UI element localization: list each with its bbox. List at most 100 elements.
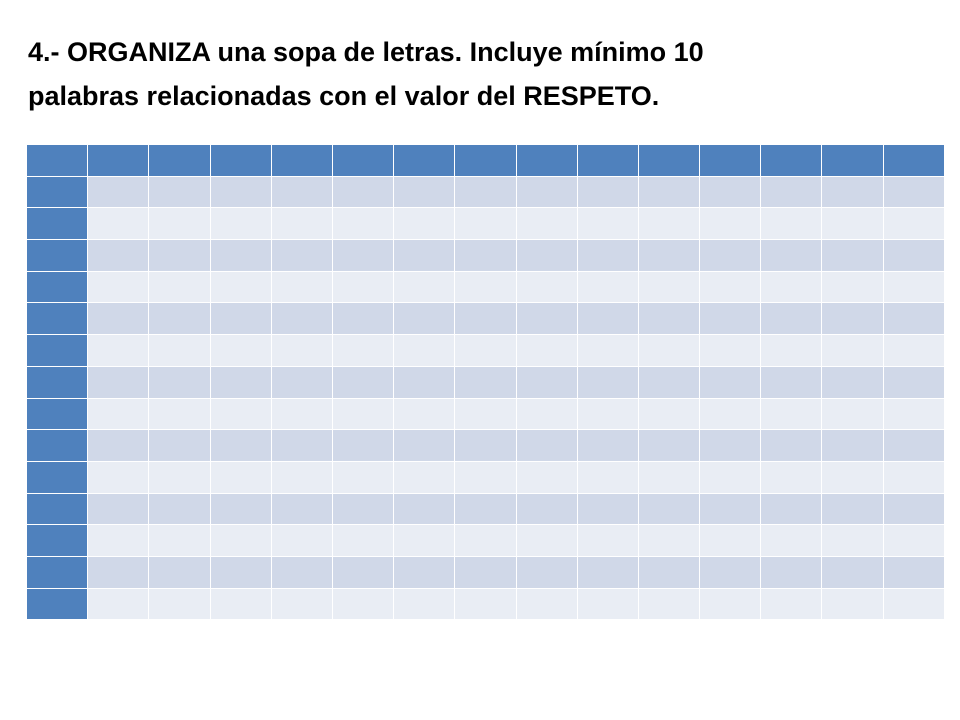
grid-cell [637, 429, 701, 462]
grid-cell [882, 460, 945, 494]
grid-row [25, 492, 945, 526]
grid-header-cell [882, 144, 945, 177]
grid-cell [270, 429, 333, 462]
grid-cell [87, 175, 150, 209]
grid-cell [209, 270, 272, 304]
grid-cell [393, 207, 456, 241]
grid-cell [576, 492, 639, 526]
grid-cell [821, 587, 884, 621]
grid-cell [699, 587, 762, 621]
grid-cell [576, 365, 639, 399]
grid-row-header-cell [25, 524, 89, 557]
grid-cell [209, 175, 272, 209]
slide-title: 4.- ORGANIZA una sopa de letras. Incluye… [28, 30, 928, 118]
grid-cell [331, 239, 395, 272]
grid-header-cell [637, 144, 701, 177]
grid-cell [637, 365, 701, 399]
grid-cell [699, 207, 762, 241]
grid-cell [148, 365, 211, 399]
grid-cell [148, 302, 211, 336]
grid-cell [637, 175, 701, 209]
grid-cell [209, 365, 272, 399]
grid-cell [821, 334, 884, 367]
grid-cell [148, 334, 211, 367]
word-search-grid [25, 144, 945, 621]
grid-cell [331, 175, 395, 209]
grid-cell [882, 365, 945, 399]
grid-cell [760, 492, 823, 526]
grid-cell [393, 175, 456, 209]
grid-cell [209, 397, 272, 431]
grid-row [25, 239, 945, 272]
grid-cell [760, 239, 823, 272]
grid-cell [821, 207, 884, 241]
grid-cell [454, 460, 517, 494]
grid-cell [637, 524, 701, 557]
grid-cell [331, 207, 395, 241]
grid-cell [270, 492, 333, 526]
grid-cell [270, 524, 333, 557]
grid-cell [209, 555, 272, 589]
grid-row-header-cell [25, 460, 89, 494]
grid-cell [331, 587, 395, 621]
grid-cell [515, 207, 578, 241]
grid-cell [148, 492, 211, 526]
grid-cell [699, 270, 762, 304]
grid-cell [515, 270, 578, 304]
grid-cell [148, 460, 211, 494]
grid-row [25, 302, 945, 336]
grid-cell [882, 524, 945, 557]
grid-header-cell [393, 144, 456, 177]
grid-cell [515, 175, 578, 209]
grid-cell [699, 524, 762, 557]
grid-cell [331, 397, 395, 431]
grid-header-cell [515, 144, 578, 177]
grid-cell [454, 175, 517, 209]
grid-header-cell [699, 144, 762, 177]
grid-cell [637, 207, 701, 241]
title-line-1: 4.- ORGANIZA una sopa de letras. Incluye… [28, 37, 704, 67]
grid-cell [699, 460, 762, 494]
grid-cell [393, 239, 456, 272]
grid-cell [393, 397, 456, 431]
grid-header-cell [87, 144, 150, 177]
grid-cell [331, 460, 395, 494]
grid-cell [699, 492, 762, 526]
grid-cell [393, 365, 456, 399]
grid-cell [699, 429, 762, 462]
grid-cell [331, 270, 395, 304]
grid-cell [576, 429, 639, 462]
grid-cell [882, 239, 945, 272]
grid-cell [209, 207, 272, 241]
grid-cell [87, 207, 150, 241]
grid-cell [821, 555, 884, 589]
grid-cell [87, 555, 150, 589]
grid-cell [209, 587, 272, 621]
grid-cell [148, 397, 211, 431]
grid-cell [148, 270, 211, 304]
grid-cell [760, 302, 823, 336]
grid-row-header-cell [25, 587, 89, 621]
grid-cell [515, 524, 578, 557]
grid-cell [454, 207, 517, 241]
grid-cell [87, 334, 150, 367]
grid-cell [270, 397, 333, 431]
grid-cell [454, 587, 517, 621]
grid-cell [882, 587, 945, 621]
grid-cell [760, 207, 823, 241]
grid-cell [821, 270, 884, 304]
grid-cell [515, 302, 578, 336]
grid-cell [87, 365, 150, 399]
grid-cell [515, 429, 578, 462]
grid-cell [576, 334, 639, 367]
grid-cell [331, 524, 395, 557]
grid-cell [209, 460, 272, 494]
grid-row-header-cell [25, 429, 89, 462]
grid-cell [87, 302, 150, 336]
grid-cell [821, 429, 884, 462]
grid-cell [821, 492, 884, 526]
grid-cell [760, 555, 823, 589]
grid-cell [331, 334, 395, 367]
grid-row-header-cell [25, 175, 89, 209]
